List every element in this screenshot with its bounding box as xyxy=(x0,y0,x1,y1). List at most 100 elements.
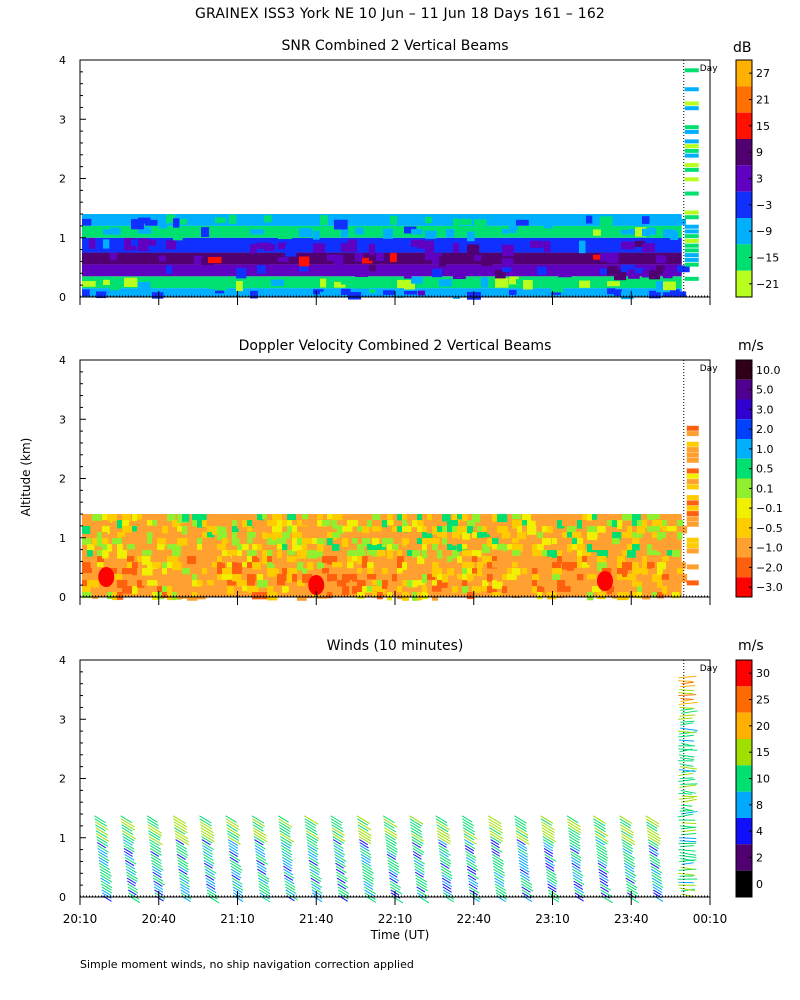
colorbar-swatch xyxy=(736,360,752,380)
velocity-cell xyxy=(272,520,278,527)
velocity-cell xyxy=(617,556,626,563)
snr-cell xyxy=(607,288,616,295)
wind-barb xyxy=(411,842,422,849)
wind-barb xyxy=(490,845,503,853)
velocity-cell xyxy=(552,562,562,570)
velocity-cell xyxy=(507,574,517,582)
wind-barb xyxy=(305,833,319,842)
velocity-cell xyxy=(532,580,540,588)
snr-cell xyxy=(152,292,164,299)
colorbar-swatch xyxy=(736,191,752,218)
wind-barb xyxy=(681,681,694,685)
velocity-cell xyxy=(387,586,393,595)
colorbar-swatch xyxy=(736,870,752,897)
snr-cell xyxy=(544,253,551,263)
wind-barb xyxy=(310,877,320,884)
snr-cell xyxy=(159,255,166,262)
velocity-cell xyxy=(172,556,179,565)
wind-barb xyxy=(678,754,695,758)
velocity-cell xyxy=(222,520,230,528)
wind-barb xyxy=(567,827,580,836)
snr-cell xyxy=(453,270,466,279)
snr-cell xyxy=(474,255,483,261)
velocity-cell xyxy=(162,568,171,575)
snr-cell xyxy=(460,218,472,225)
colorbar-label: −9 xyxy=(756,225,772,238)
velocity-cell xyxy=(137,526,145,533)
velocity-cell xyxy=(102,538,109,547)
velocity-cell xyxy=(562,532,572,538)
wind-barb xyxy=(680,866,694,870)
velocity-cell xyxy=(557,556,563,564)
wind-barb xyxy=(649,859,661,867)
velocity-cell xyxy=(207,562,213,570)
velocity-cell xyxy=(627,574,636,582)
colorbar-label: −0.1 xyxy=(756,502,783,515)
colorbar-swatch xyxy=(736,379,752,400)
velocity-cell xyxy=(497,514,508,523)
velocity-cell xyxy=(252,556,260,565)
velocity-cell xyxy=(197,574,204,583)
velocity-cell xyxy=(267,520,275,529)
wind-barb xyxy=(521,883,534,892)
velocity-cell xyxy=(686,447,699,453)
velocity-cell xyxy=(587,574,597,580)
velocity-cell xyxy=(152,592,158,600)
wind-barb xyxy=(122,833,135,842)
wind-barb xyxy=(679,859,697,862)
snr-cell xyxy=(551,228,558,238)
snr-colorbar-unit: dB xyxy=(733,40,752,56)
velocity-cell xyxy=(392,544,399,550)
wind-barb xyxy=(440,865,452,873)
wind-barb xyxy=(205,877,216,885)
wind-barb xyxy=(440,868,453,877)
velocity-cell xyxy=(82,580,91,588)
velocity-cell xyxy=(442,526,452,534)
velocity-cell xyxy=(332,574,340,581)
velocity-cell xyxy=(462,514,468,522)
snr-cell xyxy=(628,269,640,279)
wind-barb xyxy=(201,839,211,846)
velocity-cell xyxy=(422,544,431,552)
wind-barb xyxy=(101,892,112,899)
velocity-cell xyxy=(247,586,257,593)
wind-barb xyxy=(203,853,214,861)
wind-barb xyxy=(465,856,476,864)
wind-barb xyxy=(598,874,609,882)
velocity-cell xyxy=(592,586,601,593)
wind-barb xyxy=(257,877,269,885)
velocity-cell xyxy=(437,526,444,535)
velocity-cell xyxy=(432,592,439,601)
velocity-cell xyxy=(227,574,236,580)
wind-barb xyxy=(410,824,423,833)
velocity-cell xyxy=(562,562,572,570)
wind-barb xyxy=(467,868,477,875)
y-tick-label: 1 xyxy=(59,232,66,245)
velocity-cell xyxy=(512,568,521,576)
snr-cell xyxy=(516,230,524,235)
colorbar-label: 3 xyxy=(756,173,763,186)
x-tick-label: 21:10 xyxy=(220,912,255,926)
wind-barb xyxy=(440,862,450,870)
velocity-cell xyxy=(247,562,254,569)
velocity-cell xyxy=(357,556,367,565)
velocity-cell xyxy=(187,556,197,565)
velocity-cell xyxy=(197,544,203,550)
wind-barb xyxy=(149,842,162,850)
wind-barb xyxy=(95,833,110,842)
velocity-cell xyxy=(197,580,203,586)
velocity-cell xyxy=(632,538,640,545)
wind-barb xyxy=(593,818,606,827)
velocity-cell xyxy=(127,538,134,545)
wind-barb xyxy=(384,830,398,839)
wind-barb xyxy=(175,836,190,846)
velocity-cell xyxy=(502,532,511,539)
velocity-cell xyxy=(267,562,275,569)
snr-cell xyxy=(320,215,328,226)
velocity-cell xyxy=(442,538,448,545)
snr-cell xyxy=(642,228,651,237)
wind-barb xyxy=(336,874,348,883)
wind-barb xyxy=(227,839,239,846)
wind-barb xyxy=(437,839,448,846)
wind-barb xyxy=(152,868,162,876)
